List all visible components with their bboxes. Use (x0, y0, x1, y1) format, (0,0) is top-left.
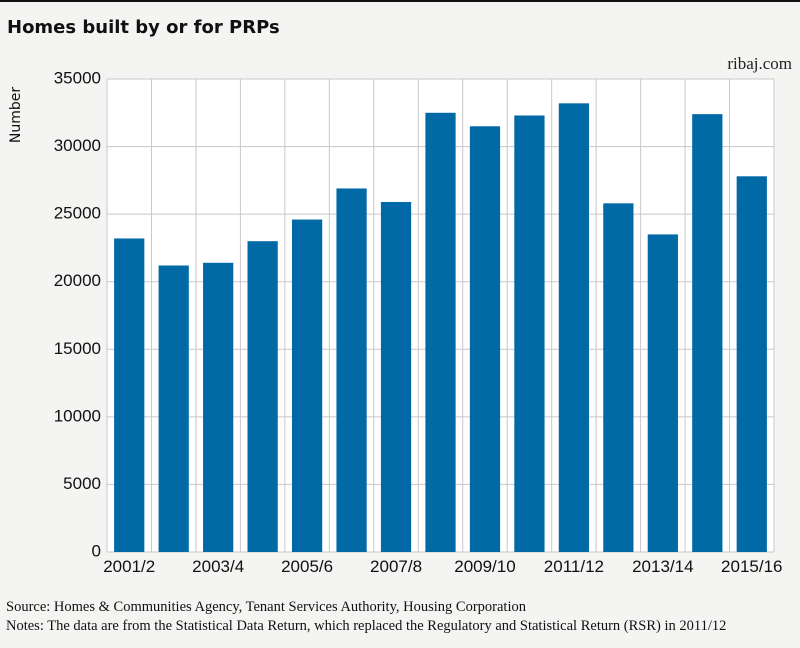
bar-2014-15 (692, 114, 723, 552)
bar-2001-2 (114, 238, 145, 552)
y-tick-labels: 0 5000 10000 15000 20000 25000 30000 35000 (54, 68, 101, 560)
bars (114, 103, 767, 553)
x-tick-label: 2003/4 (192, 557, 244, 576)
brand-label: ribaj.com (727, 54, 792, 73)
data-notes: Notes: The data are from the Statistical… (6, 618, 727, 634)
y-tick-label: 20000 (54, 271, 101, 290)
bar-2006-7 (336, 188, 367, 553)
y-tick-label: 35000 (54, 68, 101, 87)
y-tick-label: 0 (92, 541, 101, 560)
x-tick-labels: 2001/2 2003/4 2005/6 2007/8 2009/10 2011/12 20… (103, 557, 782, 576)
x-tick-label: 2015/16 (721, 557, 782, 576)
x-tick-label: 2011/12 (544, 557, 604, 576)
bar-2004-5 (247, 241, 278, 552)
x-tick-label: 2009/10 (454, 557, 515, 576)
bar-2013-14 (647, 234, 678, 552)
top-rule (0, 0, 800, 2)
x-tick-label: 2013/14 (632, 557, 693, 576)
y-tick-label: 30000 (54, 136, 101, 155)
chart-title: Homes built by or for PRPs (7, 17, 280, 38)
bar-2003-4 (203, 262, 234, 552)
x-tick-label: 2007/8 (370, 557, 422, 576)
bar-2015-16 (736, 176, 767, 552)
y-tick-label: 25000 (54, 204, 101, 223)
bar-2011-12 (558, 103, 590, 552)
y-tick-label: 5000 (63, 474, 101, 493)
y-tick-label: 10000 (54, 406, 101, 425)
source-note: Source: Homes & Communities Agency, Tena… (6, 599, 526, 615)
bar-2005-6 (291, 219, 323, 552)
bar-2009-10 (469, 126, 501, 553)
bar-2012-13 (603, 203, 634, 552)
x-tick-label: 2005/6 (281, 557, 333, 576)
bar-2002-3 (158, 265, 189, 552)
bar-2007-8 (380, 201, 412, 553)
x-tick-label: 2001/2 (103, 557, 155, 576)
vertical-gridlines (106, 79, 775, 552)
bar-2010-11 (514, 115, 545, 552)
y-axis-label: Number (8, 87, 24, 143)
bar-2008-9 (425, 112, 456, 553)
y-tick-label: 15000 (54, 339, 101, 358)
